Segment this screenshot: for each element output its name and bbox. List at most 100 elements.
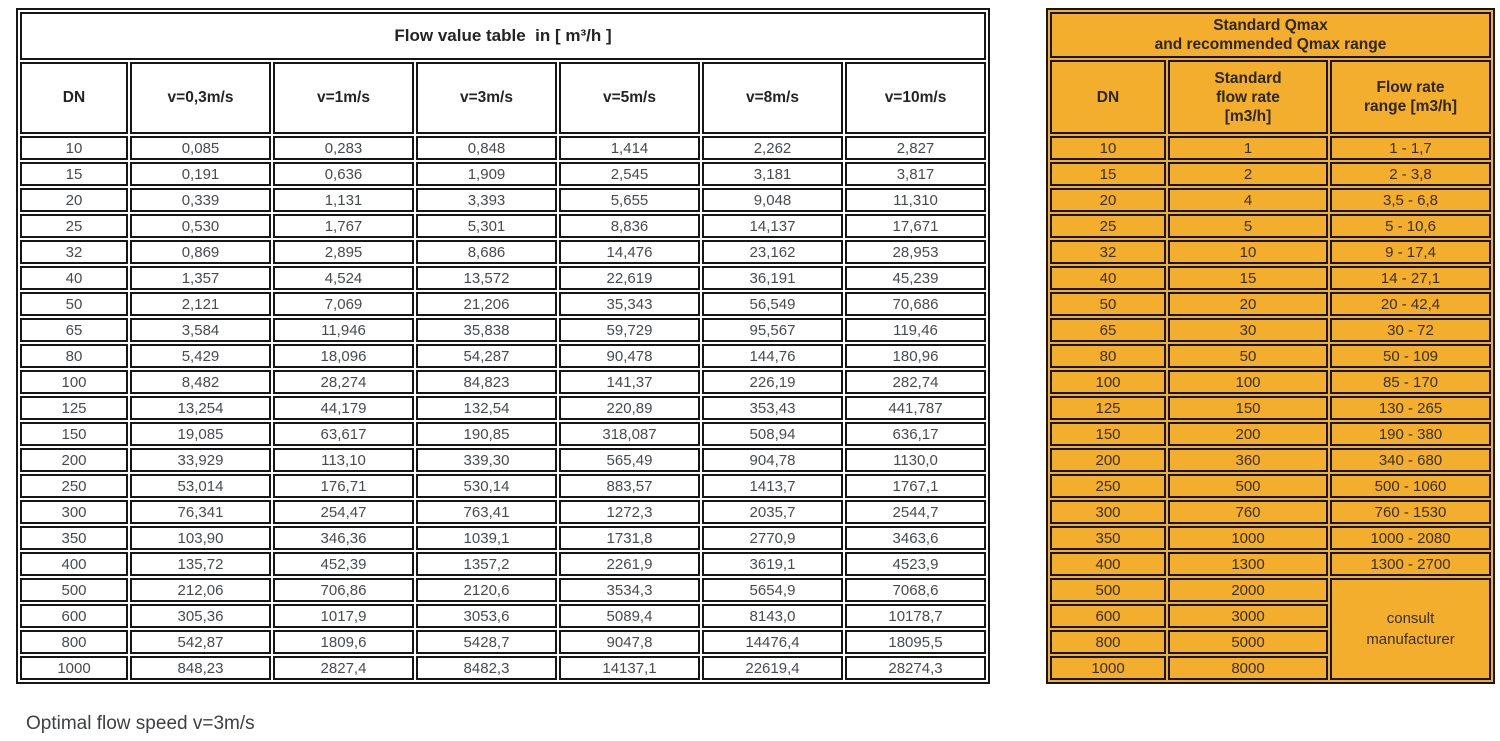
table-cell: 8143,0 xyxy=(702,604,843,628)
table-row: 250 53,014 176,71 530,14 883,57 1413,7 1767,1 xyxy=(20,474,986,498)
table-cell: 13,572 xyxy=(416,266,557,290)
table-cell: 1 - 1,7 xyxy=(1330,136,1492,160)
table-cell: 10178,7 xyxy=(845,604,986,628)
table-cell: 500 - 1060 xyxy=(1330,474,1492,498)
table-cell: 200 xyxy=(20,448,128,472)
table-cell: 15 xyxy=(1050,162,1166,186)
table-cell: 2544,7 xyxy=(845,500,986,524)
table-cell: 85 - 170 xyxy=(1330,370,1492,394)
table-row: 15 0,191 0,636 1,909 2,545 3,181 3,817 xyxy=(20,162,986,186)
table-row: 25 0,530 1,767 5,301 8,836 14,137 17,671 xyxy=(20,214,986,238)
table-cell: 763,41 xyxy=(416,500,557,524)
table-cell: 0,339 xyxy=(130,188,271,212)
table-cell: 63,617 xyxy=(273,422,414,446)
table-cell: 11,310 xyxy=(845,188,986,212)
table-row: 40 15 14 - 27,1 xyxy=(1050,266,1492,290)
table-cell: 3534,3 xyxy=(559,578,700,602)
table-cell: 180,96 xyxy=(845,344,986,368)
table-cell: 2 xyxy=(1168,162,1328,186)
table-cell: 904,78 xyxy=(702,448,843,472)
table-cell: 25 xyxy=(1050,214,1166,238)
table-cell: 250 xyxy=(20,474,128,498)
table-cell: 5,301 xyxy=(416,214,557,238)
table-cell: 125 xyxy=(20,396,128,420)
table-cell: 220,89 xyxy=(559,396,700,420)
table-cell: 11,946 xyxy=(273,318,414,342)
table-cell: 50 xyxy=(20,292,128,316)
column-header: DN xyxy=(20,62,128,134)
table-cell: 15 xyxy=(1168,266,1328,290)
table-cell: 5,429 xyxy=(130,344,271,368)
table-cell: 1 xyxy=(1168,136,1328,160)
table-cell: 508,94 xyxy=(702,422,843,446)
table-cell: 10 xyxy=(1050,136,1166,160)
table-cell: 130 - 265 xyxy=(1330,396,1492,420)
column-header: Standard flow rate [m3/h] xyxy=(1168,60,1328,134)
table-row: 10 1 1 - 1,7 xyxy=(1050,136,1492,160)
table-cell: 1130,0 xyxy=(845,448,986,472)
table-cell: 305,36 xyxy=(130,604,271,628)
table-cell: 20 xyxy=(1050,188,1166,212)
table-cell: 190 - 380 xyxy=(1330,422,1492,446)
table-cell: 212,06 xyxy=(130,578,271,602)
column-header: Flow rate range [m3/h] xyxy=(1330,60,1492,134)
table-cell: 80 xyxy=(1050,344,1166,368)
table-cell: 15 xyxy=(20,162,128,186)
table-cell: 76,341 xyxy=(130,500,271,524)
table-cell: 150 xyxy=(1050,422,1166,446)
table-row: 20 4 3,5 - 6,8 xyxy=(1050,188,1492,212)
table-cell: 190,85 xyxy=(416,422,557,446)
table-cell: 2,827 xyxy=(845,136,986,160)
table-row: 80 50 50 - 109 xyxy=(1050,344,1492,368)
table-row: 25 5 5 - 10,6 xyxy=(1050,214,1492,238)
table-cell: 565,49 xyxy=(559,448,700,472)
table-cell: 135,72 xyxy=(130,552,271,576)
table-cell: 1767,1 xyxy=(845,474,986,498)
table-cell: 0,636 xyxy=(273,162,414,186)
table-cell: 2120,6 xyxy=(416,578,557,602)
table-row: 200 33,929 113,10 339,30 565,49 904,78 1130,0 xyxy=(20,448,986,472)
column-header: v=8m/s xyxy=(702,62,843,134)
table-cell: 300 xyxy=(1050,500,1166,524)
table-row: 80 5,429 18,096 54,287 90,478 144,76 180,96 xyxy=(20,344,986,368)
table-cell: 65 xyxy=(20,318,128,342)
table-cell: 1017,9 xyxy=(273,604,414,628)
table-cell: 452,39 xyxy=(273,552,414,576)
table-cell: 1000 xyxy=(1050,656,1166,680)
table-cell: 346,36 xyxy=(273,526,414,550)
table-cell: 20 xyxy=(20,188,128,212)
table-cell: 1,909 xyxy=(416,162,557,186)
table-cell: 3,181 xyxy=(702,162,843,186)
table-row: 20 0,339 1,131 3,393 5,655 9,048 11,310 xyxy=(20,188,986,212)
table-cell: 50 xyxy=(1050,292,1166,316)
table-cell: 3053,6 xyxy=(416,604,557,628)
table-cell: 53,014 xyxy=(130,474,271,498)
table-row: 400 1300 1300 - 2700 xyxy=(1050,552,1492,576)
table-cell: 1300 xyxy=(1168,552,1328,576)
table-cell: 119,46 xyxy=(845,318,986,342)
table-row: 50 2,121 7,069 21,206 35,343 56,549 70,686 xyxy=(20,292,986,316)
table-cell: 10 xyxy=(1168,240,1328,264)
table-cell: 7,069 xyxy=(273,292,414,316)
table-cell: 9047,8 xyxy=(559,630,700,654)
table-cell: 1000 xyxy=(1168,526,1328,550)
table-cell: 14137,1 xyxy=(559,656,700,680)
table-cell: 50 xyxy=(1168,344,1328,368)
table-cell: 1357,2 xyxy=(416,552,557,576)
table-cell: 9,048 xyxy=(702,188,843,212)
table-cell: 0,530 xyxy=(130,214,271,238)
table-cell: 3463,6 xyxy=(845,526,986,550)
table-cell: 7068,6 xyxy=(845,578,986,602)
column-header: v=5m/s xyxy=(559,62,700,134)
table-cell: 40 xyxy=(20,266,128,290)
table-cell: 1731,8 xyxy=(559,526,700,550)
table-cell: 19,085 xyxy=(130,422,271,446)
table-cell: 9 - 17,4 xyxy=(1330,240,1492,264)
table-cell: 1,414 xyxy=(559,136,700,160)
table-cell: 5654,9 xyxy=(702,578,843,602)
table-cell: 28,274 xyxy=(273,370,414,394)
table-cell: 1,357 xyxy=(130,266,271,290)
table-cell: 2035,7 xyxy=(702,500,843,524)
table-cell: 1,131 xyxy=(273,188,414,212)
